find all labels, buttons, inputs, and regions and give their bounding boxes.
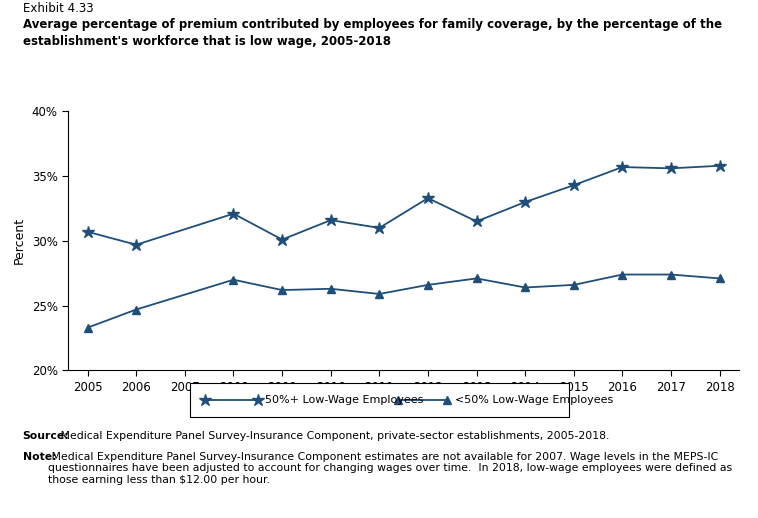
Text: Exhibit 4.33: Exhibit 4.33: [23, 2, 93, 15]
Text: Average percentage of premium contributed by employees for family coverage, by t: Average percentage of premium contribute…: [23, 18, 722, 48]
Text: Source:: Source:: [23, 431, 70, 441]
Text: 50%+ Low-Wage Employees: 50%+ Low-Wage Employees: [265, 395, 424, 405]
Text: Note:: Note:: [23, 452, 56, 462]
FancyBboxPatch shape: [190, 383, 568, 417]
Text: Medical Expenditure Panel Survey-Insurance Component estimates are not available: Medical Expenditure Panel Survey-Insuran…: [48, 452, 732, 485]
Y-axis label: Percent: Percent: [13, 218, 27, 264]
Text: <50% Low-Wage Employees: <50% Low-Wage Employees: [455, 395, 613, 405]
Text: Medical Expenditure Panel Survey-Insurance Component, private-sector establishme: Medical Expenditure Panel Survey-Insuran…: [57, 431, 609, 441]
